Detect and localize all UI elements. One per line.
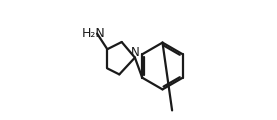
Text: H₂N: H₂N (82, 27, 106, 40)
Text: N: N (130, 46, 139, 59)
